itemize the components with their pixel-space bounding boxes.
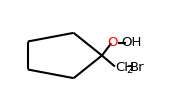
Text: Br: Br	[129, 61, 144, 74]
Text: 2: 2	[126, 65, 132, 75]
Text: OH: OH	[122, 36, 142, 49]
Text: CH: CH	[115, 61, 134, 74]
Text: O: O	[107, 36, 117, 49]
